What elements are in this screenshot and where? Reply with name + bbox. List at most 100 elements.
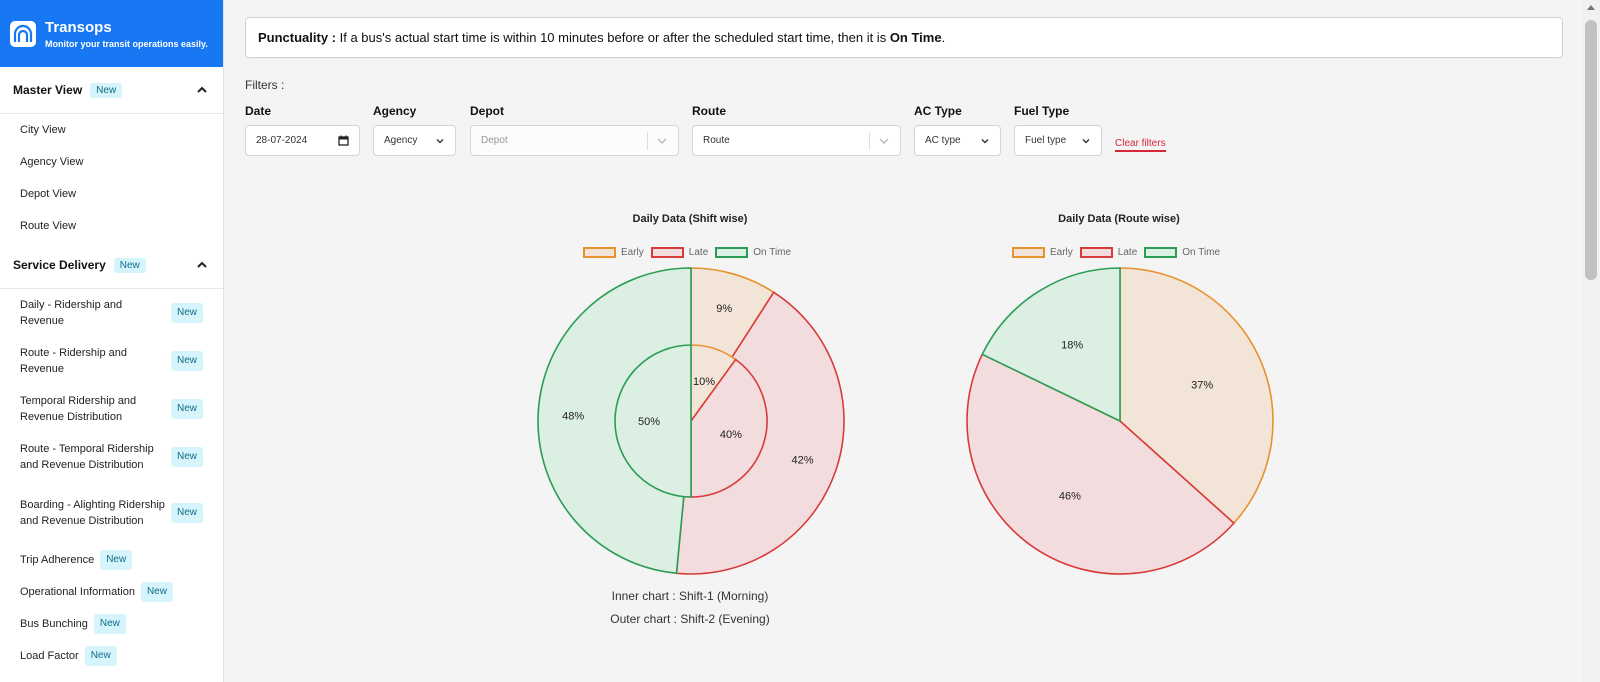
sidebar: Transops Monitor your transit operations…	[0, 0, 224, 682]
filter-depot: Depot Depot	[470, 104, 679, 156]
sidebar-item-label: Route - Ridership and Revenue	[20, 347, 128, 375]
sidebar-item-label: City View	[20, 124, 66, 136]
scrollbar-thumb[interactable]	[1585, 20, 1597, 280]
legend-item-late[interactable]: Late	[1079, 247, 1138, 258]
sidebar-item-label: Trip Adherence	[20, 554, 95, 566]
chevron-down-icon	[1082, 138, 1090, 143]
punctuality-info-box: Punctuality : If a bus's actual start ti…	[245, 17, 1563, 58]
info-suffix: .	[941, 30, 946, 45]
filter-label: Route	[692, 104, 726, 118]
new-badge: New	[113, 257, 146, 273]
info-emphasis: On Time	[889, 30, 942, 45]
transops-logo-icon	[10, 20, 36, 47]
filter-label: AC Type	[914, 104, 962, 118]
sidebar-item-temporal-ridership[interactable]: Temporal Ridership and Revenue Distribut…	[0, 385, 223, 433]
sidebar-item-daily-ridership[interactable]: Daily - Ridership and Revenue New	[0, 289, 223, 337]
fuel-type-value: Fuel type	[1025, 135, 1067, 146]
chevron-down-icon	[436, 138, 444, 143]
new-badge: New	[90, 82, 123, 98]
sidebar-item-agency-view[interactable]: Agency View	[0, 146, 223, 178]
legend-item-late[interactable]: Late	[650, 247, 709, 258]
legend-swatch-early	[583, 247, 616, 258]
new-badge: New	[170, 447, 203, 467]
route-select[interactable]: Route	[692, 125, 901, 156]
sidebar-item-operational-information[interactable]: Operational Information New	[0, 576, 223, 608]
filter-label: Fuel Type	[1014, 104, 1070, 118]
inner-ring-slice-early[interactable]	[690, 344, 737, 424]
route-pie-label-late: 46%	[1059, 491, 1081, 503]
outer-ring-label-on-time: 48%	[562, 410, 584, 422]
sidebar-item-label: Route - Temporal Ridership and Revenue D…	[20, 443, 154, 471]
outer-ring-slice-early[interactable]	[690, 267, 775, 424]
scroll-up-arrow-icon[interactable]	[1587, 5, 1595, 10]
route-pie-slice-on-time[interactable]	[981, 267, 1121, 423]
calendar-icon[interactable]	[338, 135, 349, 146]
section-title: Master View	[13, 83, 83, 97]
filter-agency: Agency Agency	[373, 104, 456, 156]
legend-swatch-late	[650, 247, 684, 258]
section-service-delivery[interactable]: Service Delivery New	[0, 242, 223, 289]
chart-legend-shift-wise: Early Late On Time	[583, 247, 798, 258]
sidebar-item-boarding-alighting[interactable]: Boarding - Alighting Ridership and Reven…	[0, 481, 223, 544]
inner-ring-label-late: 40%	[720, 429, 742, 441]
fuel-type-select[interactable]: Fuel type	[1014, 125, 1102, 156]
divider	[869, 131, 870, 150]
app-subtitle: Monitor your transit operations easily.	[45, 38, 208, 49]
new-badge: New	[170, 399, 203, 419]
agency-select[interactable]: Agency	[373, 125, 456, 156]
route-pie-label-early: 37%	[1191, 379, 1213, 391]
chart-legend-route-wise: Early Late On Time	[1012, 247, 1227, 258]
agency-value: Agency	[384, 135, 418, 146]
sidebar-item-route-temporal-ridership[interactable]: Route - Temporal Ridership and Revenue D…	[0, 433, 223, 481]
filter-fuel-type: Fuel Type Fuel type	[1014, 104, 1102, 156]
new-badge: New	[170, 502, 203, 523]
ac-type-select[interactable]: AC type	[914, 125, 1001, 156]
legend-label: Late	[688, 247, 709, 258]
legend-item-on-time[interactable]: On Time	[1144, 247, 1220, 258]
sidebar-item-bus-bunching[interactable]: Bus Bunching New	[0, 608, 223, 640]
sidebar-item-label: Depot View	[20, 188, 77, 200]
sidebar-item-route-view[interactable]: Route View	[0, 210, 223, 242]
depot-select[interactable]: Depot	[470, 125, 679, 156]
legend-item-early[interactable]: Early	[1012, 247, 1073, 258]
clear-filters-link[interactable]: Clear filters	[1115, 138, 1166, 152]
sidebar-item-trip-adherence[interactable]: Trip Adherence New	[0, 544, 223, 576]
sidebar-item-label: Operational Information	[20, 586, 135, 598]
depot-placeholder: Depot	[481, 135, 508, 146]
legend-label: On Time	[753, 247, 792, 258]
filter-route: Route Route	[692, 104, 901, 156]
new-badge: New	[84, 646, 117, 666]
vertical-scrollbar[interactable]	[1582, 0, 1600, 682]
brand-header[interactable]: Transops Monitor your transit operations…	[0, 0, 223, 67]
sidebar-item-city-view[interactable]: City View	[0, 114, 223, 146]
route-pie-label-on-time: 18%	[1061, 340, 1083, 352]
sidebar-item-depot-view[interactable]: Depot View	[0, 178, 223, 210]
legend-label: Early	[1050, 247, 1073, 258]
section-master-view[interactable]: Master View New	[0, 67, 223, 114]
date-input[interactable]: 28-07-2024	[245, 125, 360, 156]
chevron-up-icon[interactable]	[195, 83, 209, 97]
legend-label: Late	[1117, 247, 1138, 258]
sidebar-item-load-factor[interactable]: Load Factor New	[0, 640, 223, 672]
main-content: Punctuality : If a bus's actual start ti…	[224, 0, 1582, 682]
outer-ring-label-early: 9%	[716, 303, 732, 315]
outer-chart-note: Outer chart : Shift-2 (Evening)	[610, 612, 770, 626]
sidebar-item-route-ridership[interactable]: Route - Ridership and Revenue New	[0, 337, 223, 385]
route-placeholder: Route	[703, 135, 730, 146]
filter-label: Date	[245, 104, 272, 118]
filter-date: Date 28-07-2024	[245, 104, 360, 156]
legend-swatch-on-time	[1144, 247, 1178, 258]
legend-item-early[interactable]: Early	[583, 247, 644, 258]
route-pie-slice-early[interactable]	[1119, 267, 1274, 525]
inner-ring-slice-late[interactable]	[690, 358, 768, 498]
inner-ring-slice-on-time[interactable]	[614, 344, 692, 498]
new-badge: New	[93, 614, 126, 634]
inner-ring-label-on-time: 50%	[638, 416, 660, 428]
filter-ac-type: AC Type AC type	[914, 104, 1001, 156]
route-pie-slice-late[interactable]	[966, 353, 1236, 575]
legend-item-on-time[interactable]: On Time	[715, 247, 791, 258]
new-badge: New	[170, 303, 203, 323]
outer-ring-slice-late[interactable]	[675, 291, 845, 575]
chevron-up-icon[interactable]	[195, 258, 209, 272]
outer-ring-slice-on-time[interactable]	[537, 267, 692, 575]
